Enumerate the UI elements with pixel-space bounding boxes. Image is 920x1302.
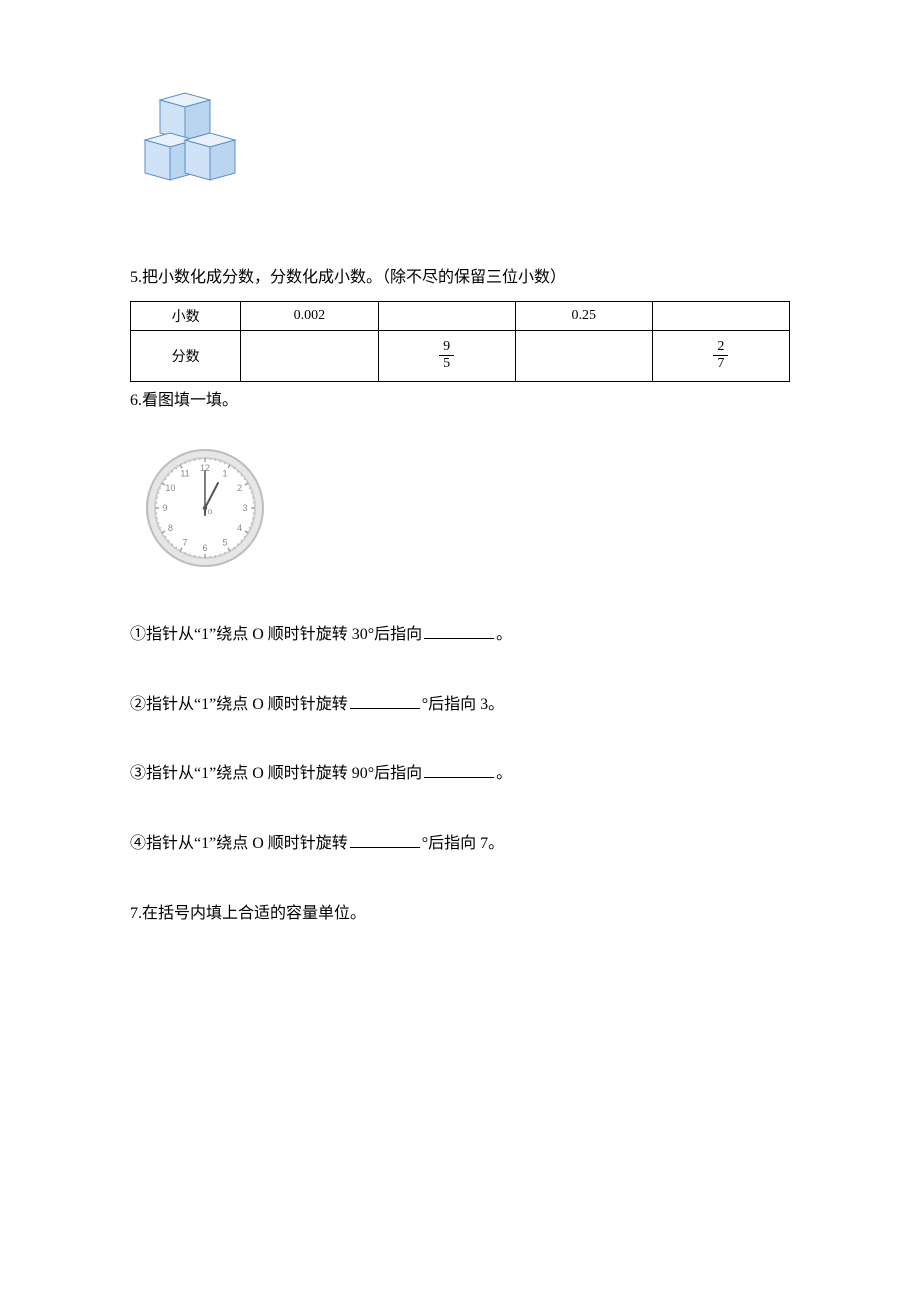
- cell-dec-2: [378, 301, 515, 330]
- svg-text:6: 6: [202, 543, 207, 553]
- svg-text:o: o: [208, 507, 213, 516]
- svg-text:11: 11: [180, 469, 189, 479]
- fraction-2-7: 2 7: [713, 340, 728, 371]
- q6-item-1-text-b: 。: [496, 626, 512, 643]
- fraction-numerator: 2: [713, 340, 728, 356]
- q6-item-3: ③指针从“1”绕点 O 顺时针旋转 90°后指向 。: [130, 761, 790, 787]
- svg-text:7: 7: [182, 538, 187, 548]
- cell-dec-4: [652, 301, 789, 330]
- svg-text:5: 5: [222, 538, 227, 548]
- svg-text:3: 3: [242, 503, 247, 513]
- blank-field[interactable]: [424, 624, 494, 639]
- q6-item-4: ④指针从“1”绕点 O 顺时针旋转 °后指向 7。: [130, 831, 790, 857]
- cubes-icon: [130, 90, 240, 200]
- table-row: 分数 9 5 2 7: [131, 330, 790, 381]
- row-fraction-label: 分数: [131, 330, 241, 381]
- q6-item-3-text-a: ③指针从“1”绕点 O 顺时针旋转 90°后指向: [130, 765, 422, 782]
- svg-text:9: 9: [162, 503, 167, 513]
- q6-item-4-text-a: ④指针从“1”绕点 O 顺时针旋转: [130, 835, 348, 852]
- svg-text:10: 10: [165, 483, 175, 493]
- q6-item-3-text-b: 。: [496, 765, 512, 782]
- cell-frac-1: [241, 330, 378, 381]
- cell-frac-3: [515, 330, 652, 381]
- svg-text:2: 2: [237, 483, 242, 493]
- cube-figure: [130, 90, 790, 205]
- q6-prompt: 6.看图填一填。: [130, 388, 790, 414]
- q5-table: 小数 0.002 0.25 分数 9 5 2 7: [130, 301, 790, 382]
- q6-item-2-text-a: ②指针从“1”绕点 O 顺时针旋转: [130, 696, 348, 713]
- fraction-denominator: 5: [439, 356, 454, 371]
- page: 5.把小数化成分数，分数化成小数。（除不尽的保留三位小数） 小数 0.002 0…: [0, 0, 920, 1302]
- svg-text:8: 8: [168, 523, 173, 533]
- clock-icon: 121234567891011 o: [140, 443, 270, 573]
- svg-text:4: 4: [237, 523, 242, 533]
- svg-text:1: 1: [222, 469, 227, 479]
- cell-dec-3: 0.25: [515, 301, 652, 330]
- q6-item-2-text-b: °后指向 3。: [422, 696, 504, 713]
- q5-prompt: 5.把小数化成分数，分数化成小数。（除不尽的保留三位小数）: [130, 265, 790, 291]
- blank-field[interactable]: [424, 763, 494, 778]
- q6-item-2: ②指针从“1”绕点 O 顺时针旋转 °后指向 3。: [130, 692, 790, 718]
- fraction-numerator: 9: [439, 340, 454, 356]
- table-row: 小数 0.002 0.25: [131, 301, 790, 330]
- clock-figure: 121234567891011 o: [140, 443, 790, 578]
- fraction-9-5: 9 5: [439, 340, 454, 371]
- q6-item-4-text-b: °后指向 7。: [422, 835, 504, 852]
- cell-frac-2: 9 5: [378, 330, 515, 381]
- cell-frac-4: 2 7: [652, 330, 789, 381]
- blank-field[interactable]: [350, 833, 420, 848]
- row-decimal-label: 小数: [131, 301, 241, 330]
- fraction-denominator: 7: [713, 356, 728, 371]
- cell-dec-1: 0.002: [241, 301, 378, 330]
- blank-field[interactable]: [350, 694, 420, 709]
- q6-item-1-text-a: ①指针从“1”绕点 O 顺时针旋转 30°后指向: [130, 626, 422, 643]
- q7-prompt: 7.在括号内填上合适的容量单位。: [130, 901, 790, 927]
- q6-item-1: ①指针从“1”绕点 O 顺时针旋转 30°后指向 。: [130, 622, 790, 648]
